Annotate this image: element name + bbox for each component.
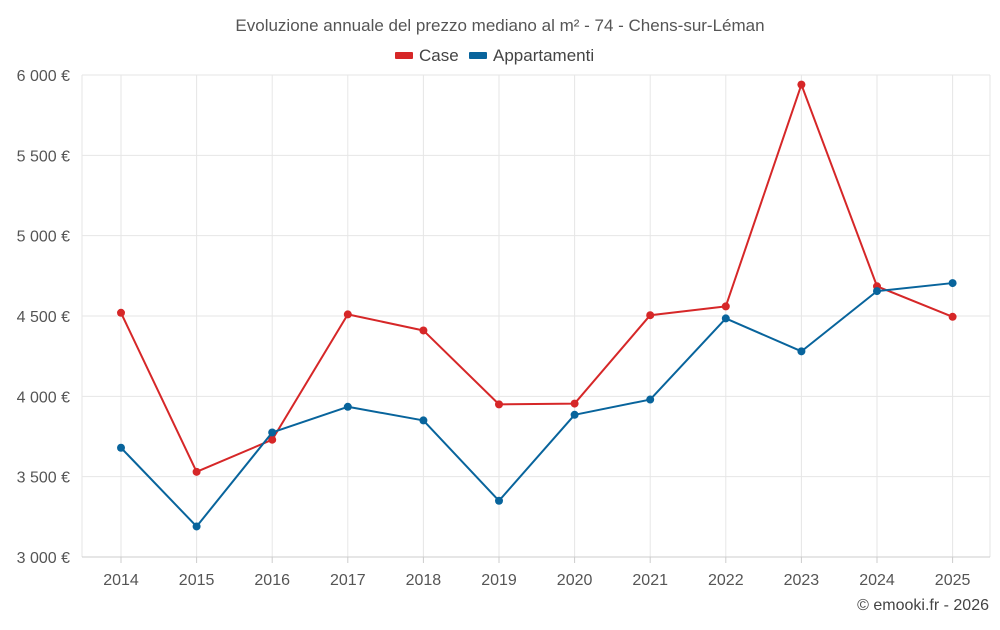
data-point-appartamenti[interactable]	[948, 279, 957, 288]
x-tick-label: 2023	[784, 572, 820, 589]
data-point-appartamenti[interactable]	[117, 443, 125, 452]
data-point-case[interactable]	[646, 311, 655, 320]
x-tick-label: 2017	[330, 572, 366, 589]
series-line-case	[120, 83, 953, 473]
legend-swatch-appartamenti	[469, 52, 487, 59]
data-point-case[interactable]	[117, 308, 125, 317]
y-tick-label: 6 000 €	[17, 68, 70, 85]
y-tick-label: 5 500 €	[17, 148, 70, 165]
x-tick-label: 2014	[103, 572, 139, 589]
grid-layer	[81, 74, 991, 557]
data-point-appartamenti[interactable]	[343, 402, 352, 411]
data-point-case[interactable]	[495, 400, 503, 409]
data-point-case[interactable]	[268, 435, 277, 444]
legend-label-appartamenti: Appartamenti	[493, 46, 594, 65]
chart-title: Evoluzione annuale del prezzo mediano al…	[235, 16, 764, 35]
x-tick-label: 2025	[935, 572, 971, 589]
data-point-appartamenti[interactable]	[646, 395, 655, 404]
y-tick-label: 4 500 €	[17, 309, 70, 326]
x-tick-label: 2022	[708, 572, 744, 589]
legend-label-case: Case	[419, 46, 459, 65]
data-point-case[interactable]	[797, 80, 806, 89]
y-tick-label: 5 000 €	[17, 229, 70, 246]
data-point-appartamenti[interactable]	[873, 287, 881, 296]
y-tick-label: 3 000 €	[17, 550, 70, 567]
series-layer	[117, 80, 957, 531]
data-point-appartamenti[interactable]	[570, 410, 579, 419]
data-point-case[interactable]	[948, 312, 957, 321]
legend-item-appartamenti[interactable]: Appartamenti	[469, 46, 594, 65]
data-point-appartamenti[interactable]	[268, 428, 277, 437]
x-tick-label: 2015	[179, 572, 215, 589]
data-point-appartamenti[interactable]	[797, 347, 806, 356]
data-point-case[interactable]	[419, 326, 428, 335]
y-tick-label: 3 500 €	[17, 470, 70, 487]
legend-item-case[interactable]: Case	[395, 46, 459, 65]
data-point-appartamenti[interactable]	[721, 314, 730, 323]
data-point-case[interactable]	[343, 310, 352, 319]
data-point-case[interactable]	[570, 399, 579, 408]
data-point-case[interactable]	[721, 302, 730, 311]
x-tick-label: 2024	[859, 572, 895, 589]
x-tick-label: 2016	[254, 572, 290, 589]
x-tick-label: 2020	[557, 572, 593, 589]
y-tick-label: 4 000 €	[17, 389, 70, 406]
x-tick-label: 2018	[406, 572, 442, 589]
data-point-appartamenti[interactable]	[495, 496, 503, 505]
legend: Case Appartamenti	[395, 46, 594, 65]
data-point-appartamenti[interactable]	[419, 416, 428, 425]
legend-swatch-case	[395, 52, 413, 59]
x-tick-label: 2019	[481, 572, 517, 589]
series-line-appartamenti	[120, 282, 953, 528]
axis-layer: 3 000 € 3 500 € 4 000 € 4 500 € 5 000 € 5 500…	[17, 68, 990, 589]
data-point-case[interactable]	[192, 467, 201, 476]
data-point-appartamenti[interactable]	[192, 522, 201, 531]
x-tick-label: 2021	[632, 572, 668, 589]
credit-text: © emooki.fr - 2026	[857, 597, 989, 614]
